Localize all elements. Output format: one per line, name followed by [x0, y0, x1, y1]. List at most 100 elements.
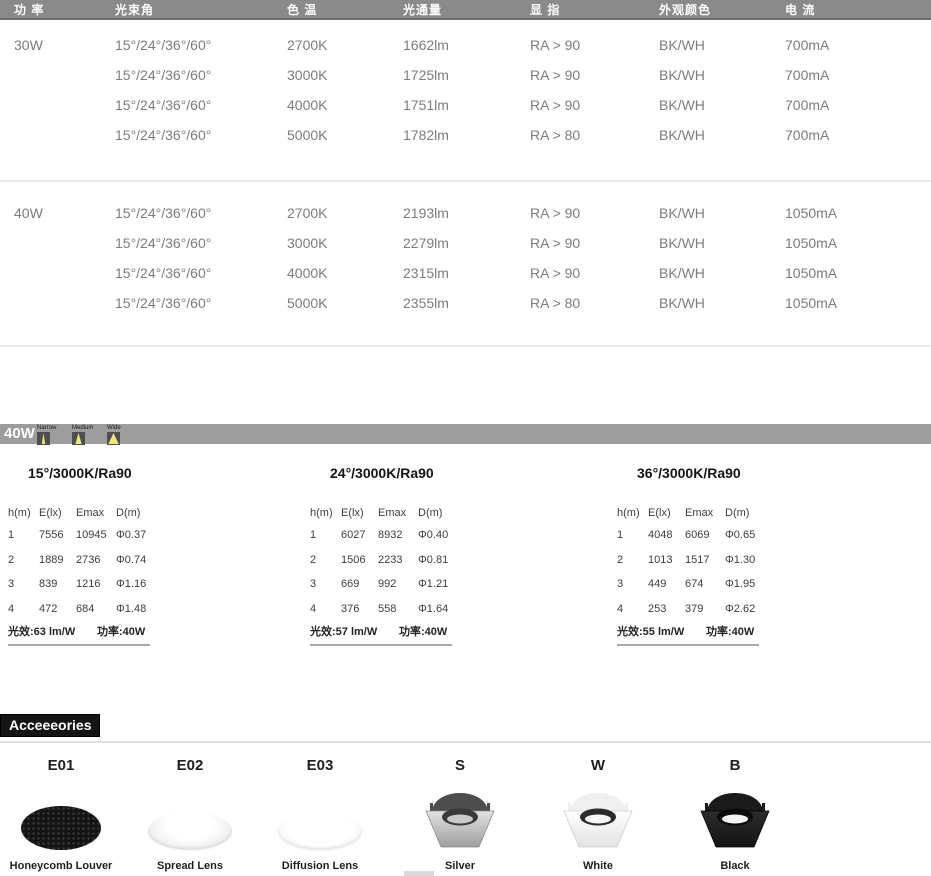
photometric-header-cell: h(m): [617, 507, 640, 519]
spec-cri-cell: RA > 80: [530, 127, 581, 143]
spec-cri-cell: RA > 90: [530, 37, 581, 53]
white-trim-image: [563, 793, 633, 848]
photometric-cell: Φ0.40: [418, 529, 449, 542]
photometric-cell: 4048: [648, 529, 673, 542]
photometric-cell: 669: [341, 578, 360, 591]
photometric-footer: 光效:55 lm/W 功率:40W: [617, 623, 759, 646]
photometric-cell: 2: [310, 553, 317, 566]
photometric-cell: Φ0.37: [116, 529, 147, 542]
photometric-table: 24°/3000K/Ra90 h(m) E(lx) Emax D(m) 1 6027 8932…: [310, 465, 495, 646]
separator-line: [0, 180, 931, 182]
photometric-cell: 684: [76, 602, 95, 615]
efficacy-note: 光效:55 lm/W: [617, 626, 685, 638]
beam-mode-narrow: Narrow: [37, 425, 61, 446]
spec-current-cell: 1050mA: [785, 235, 838, 251]
spec-beam-cell: 15°/24°/36°/60°: [115, 37, 212, 53]
photometric-row: 2 1013 1517 Φ1.30: [617, 548, 802, 573]
spec-cct-cell: 5000K: [287, 127, 328, 143]
spec-beam-cell: 15°/24°/36°/60°: [115, 205, 212, 221]
accessories-badge: Acceeeories: [0, 714, 100, 737]
photometric-row: 3 669 992 Φ1.21: [310, 572, 495, 597]
spec-power-cell: 40W: [14, 205, 43, 221]
photometric-cell: 3: [8, 578, 15, 591]
accessory-code: E02: [176, 757, 204, 774]
spec-table-header-row: 功 率 光束角 色 温 光通量 显 指 外观颜色 电 流: [0, 0, 931, 20]
photometric-cell: 8932: [378, 529, 403, 542]
spec-flux-cell: 2355lm: [403, 295, 449, 311]
photometric-cell: 1517: [685, 553, 710, 566]
spec-table-row: 15°/24°/36°/60° 3000K 2279lm RA > 90 BK/WH 10…: [0, 228, 931, 258]
photometric-row: 3 449 674 Φ1.95: [617, 572, 802, 597]
lens-image: [278, 812, 362, 850]
power-note: 功率:40W: [706, 626, 755, 638]
power-note: 功率:40W: [97, 626, 146, 638]
separator-line: [0, 741, 931, 743]
spec-header-cell: 光束角: [115, 2, 155, 17]
spec-finish-cell: BK/WH: [659, 265, 705, 281]
photometric-cell: Φ1.21: [418, 578, 449, 591]
beam-mode-wide: Wide: [107, 425, 131, 446]
accessory-item-s: S Silver: [390, 756, 530, 872]
accessory-code: E03: [306, 757, 334, 774]
spec-beam-cell: 15°/24°/36°/60°: [115, 97, 212, 113]
spec-cct-cell: 4000K: [287, 97, 328, 113]
photometric-cell: 3: [617, 578, 624, 591]
accessory-code: W: [590, 757, 606, 774]
spec-header-cell: 功 率: [14, 2, 45, 17]
photometric-cell: 2233: [378, 553, 403, 566]
photometric-header-cell: h(m): [8, 507, 31, 519]
photometric-table-title: 24°/3000K/Ra90: [330, 465, 434, 481]
spec-cri-cell: RA > 90: [530, 235, 581, 251]
spec-table-row: 15°/24°/36°/60° 5000K 2355lm RA > 80 BK/WH 10…: [0, 288, 931, 318]
photometric-row: 1 6027 8932 Φ0.40: [310, 523, 495, 548]
accessory-image-w: [528, 776, 668, 858]
photometric-cell: 4: [8, 602, 15, 615]
accessories-title: Acceeeories: [9, 717, 92, 733]
photometric-cell: 10945: [76, 529, 107, 542]
spec-finish-cell: BK/WH: [659, 127, 705, 143]
black-trim-image: [700, 793, 770, 848]
spec-flux-cell: 1662lm: [403, 37, 449, 53]
photometric-row: 4 253 379 Φ2.62: [617, 597, 802, 622]
photometric-cell: 839: [39, 578, 58, 591]
photometric-row: 1 4048 6069 Φ0.65: [617, 523, 802, 548]
photometric-header-cell: E(lx): [341, 507, 364, 519]
photometric-header-cell: E(lx): [648, 507, 671, 519]
spec-flux-cell: 2279lm: [403, 235, 449, 251]
photometric-table-header: h(m) E(lx) Emax D(m): [310, 507, 495, 519]
spec-finish-cell: BK/WH: [659, 235, 705, 251]
spec-header-cell: 外观颜色: [659, 2, 712, 17]
spec-beam-cell: 15°/24°/36°/60°: [115, 235, 212, 251]
power-note: 功率:40W: [399, 626, 448, 638]
photometric-header-cell: Emax: [378, 507, 407, 519]
separator-line: [0, 345, 931, 347]
beam-mode-label: Narrow: [37, 425, 57, 431]
photometric-cell: 6069: [685, 529, 710, 542]
spec-table-row: 15°/24°/36°/60° 5000K 1782lm RA > 80 BK/WH 70…: [0, 120, 931, 150]
spec-flux-cell: 2193lm: [403, 205, 449, 221]
photometric-cell: Φ1.30: [725, 553, 756, 566]
wide-beam-icon: [107, 432, 120, 445]
spec-beam-cell: 15°/24°/36°/60°: [115, 295, 212, 311]
spec-finish-cell: BK/WH: [659, 67, 705, 83]
spec-current-cell: 700mA: [785, 97, 830, 113]
spec-cct-cell: 2700K: [287, 37, 328, 53]
photometric-cell: 449: [648, 578, 667, 591]
spec-group-40w: 40W 15°/24°/36°/60° 2700K 2193lm RA > 90 BK/W…: [0, 198, 931, 318]
accessory-image-b: [665, 776, 805, 858]
accessory-name: White: [583, 860, 613, 872]
photometric-cell: 1: [8, 529, 15, 542]
spec-cct-cell: 4000K: [287, 265, 328, 281]
photometric-cell: Φ0.65: [725, 529, 756, 542]
photometric-cell: Φ0.74: [116, 553, 147, 566]
spec-cct-cell: 3000K: [287, 235, 328, 251]
spec-finish-cell: BK/WH: [659, 97, 705, 113]
photometric-rows: 1 4048 6069 Φ0.65 2 1013 1517 Φ1.30 3 449 674 Φ1.95…: [617, 523, 802, 621]
spec-table-row: 30W 15°/24°/36°/60° 2700K 1662lm RA > 90 BK/W…: [0, 30, 931, 60]
photometric-table-title: 36°/3000K/Ra90: [637, 465, 741, 481]
spec-beam-cell: 15°/24°/36°/60°: [115, 67, 212, 83]
spec-current-cell: 700mA: [785, 127, 830, 143]
photometric-cell: Φ1.95: [725, 578, 756, 591]
spec-finish-cell: BK/WH: [659, 205, 705, 221]
